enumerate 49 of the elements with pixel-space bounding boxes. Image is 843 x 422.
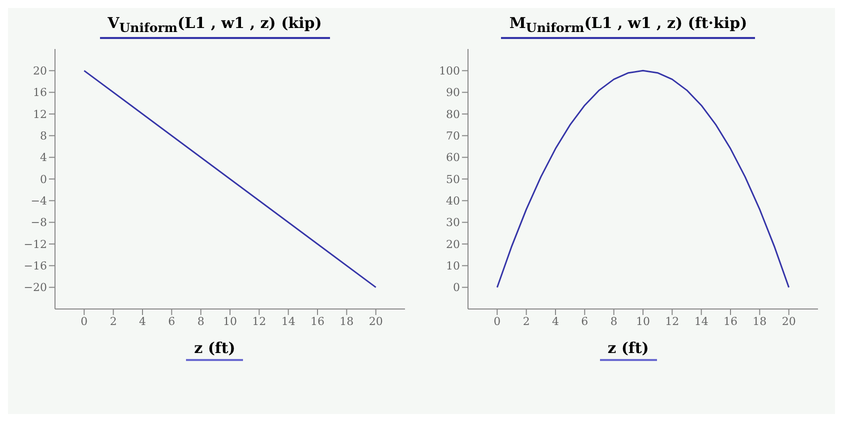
x-tick-label: 12 xyxy=(252,314,266,328)
chart-title: V$_{Uniform}$(L1 , w1 , z) (kip) xyxy=(100,14,330,39)
y-tick-label: 20 xyxy=(32,64,47,78)
y-tick-label: 4 xyxy=(40,151,47,164)
x-tick-label: 20 xyxy=(368,314,383,328)
y-tick-label: 20 xyxy=(446,238,460,251)
y-tick-label: 50 xyxy=(446,172,460,186)
y-tick-label: 40 xyxy=(446,194,460,208)
y-tick-label: 10 xyxy=(446,260,460,273)
y-tick-label: 70 xyxy=(446,130,460,143)
y-tick-label: 100 xyxy=(439,64,460,78)
x-tick-label: 10 xyxy=(636,314,650,328)
x-tick-label: 8 xyxy=(610,314,618,328)
x-tick-label: 16 xyxy=(310,314,324,328)
x-tick-label: 18 xyxy=(752,314,767,328)
y-tick-label: 80 xyxy=(446,108,460,121)
x-tick-label: 20 xyxy=(782,314,796,328)
y-tick-label: −20 xyxy=(24,281,47,294)
y-tick-label: −12 xyxy=(24,238,47,251)
y-tick-label: 0 xyxy=(453,281,460,294)
y-tick-label: 60 xyxy=(446,151,460,164)
line-series xyxy=(496,70,790,288)
x-tick-label: 18 xyxy=(339,314,354,328)
x-tick-label: 0 xyxy=(80,314,88,328)
x-tick-label: 6 xyxy=(581,314,588,328)
x-tick-label: 4 xyxy=(552,314,560,328)
x-tick-label: 10 xyxy=(222,314,237,328)
x-axis-title: z (ft) xyxy=(600,339,657,361)
x-axis-title: z (ft) xyxy=(186,339,244,361)
y-tick-label: 0 xyxy=(40,172,47,186)
x-tick-label: 2 xyxy=(110,314,117,328)
y-tick-label: 8 xyxy=(40,130,47,143)
chart-title: M$_{Uniform}$(L1 , w1 , z) (ft·kip) xyxy=(501,14,756,39)
y-tick-label: 16 xyxy=(32,86,47,100)
x-tick-label: 6 xyxy=(168,314,175,328)
x-tick-label: 4 xyxy=(138,314,146,328)
y-tick-label: 90 xyxy=(446,86,460,100)
x-tick-label: 0 xyxy=(494,314,501,328)
x-tick-label: 2 xyxy=(523,314,530,328)
x-tick-label: 14 xyxy=(281,314,296,328)
y-tick-label: 12 xyxy=(32,108,47,121)
y-tick-label: −16 xyxy=(24,260,47,273)
x-tick-label: 12 xyxy=(665,314,680,328)
x-tick-label: 8 xyxy=(197,314,204,328)
y-tick-label: −8 xyxy=(30,216,47,230)
y-tick-label: −4 xyxy=(30,194,47,208)
y-tick-label: 30 xyxy=(446,216,460,230)
x-tick-label: 14 xyxy=(694,314,709,328)
x-tick-label: 16 xyxy=(724,314,738,328)
